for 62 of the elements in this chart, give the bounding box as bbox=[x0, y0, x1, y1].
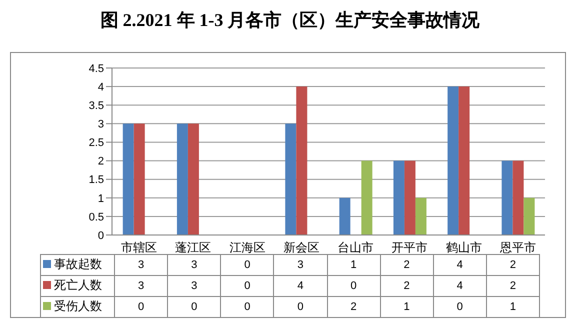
bar bbox=[404, 160, 416, 235]
bar bbox=[458, 86, 470, 235]
bar bbox=[524, 198, 535, 235]
data-label: 0 bbox=[220, 275, 274, 296]
data-label: 0 bbox=[168, 296, 221, 317]
x-tick-label: 鹤山市 bbox=[446, 240, 482, 255]
y-tick-label: 1.5 bbox=[88, 174, 104, 186]
x-tick-label: 新会区 bbox=[283, 240, 320, 255]
data-label: 2 bbox=[380, 254, 434, 275]
data-label: 4 bbox=[433, 254, 486, 275]
y-tick-label: 0.5 bbox=[88, 211, 104, 224]
data-label: 2 bbox=[486, 275, 540, 296]
bar bbox=[415, 198, 426, 235]
bar bbox=[361, 160, 372, 235]
data-label: 3 bbox=[114, 275, 168, 296]
data-label: 4 bbox=[433, 275, 486, 296]
x-tick-label: 恩平市 bbox=[498, 240, 536, 255]
data-label: 3 bbox=[274, 254, 327, 275]
y-tick-label: 0 bbox=[98, 230, 104, 242]
data-label: 1 bbox=[327, 254, 380, 275]
x-tick-label: 江海区 bbox=[229, 240, 266, 255]
x-tick-label: 蓬江区 bbox=[175, 240, 212, 255]
bar bbox=[339, 198, 350, 235]
data-label: 2 bbox=[380, 275, 434, 296]
y-tick-label: 3.5 bbox=[88, 100, 104, 112]
bar bbox=[176, 124, 188, 235]
y-tick-label: 4 bbox=[98, 81, 104, 94]
data-label: 0 bbox=[220, 254, 274, 275]
bar bbox=[285, 124, 296, 235]
bar bbox=[393, 160, 404, 235]
data-label: 1 bbox=[380, 296, 434, 317]
data-label: 2 bbox=[486, 254, 540, 275]
bar bbox=[134, 124, 145, 235]
data-label: 1 bbox=[486, 296, 540, 317]
x-tick-label: 台山市 bbox=[338, 240, 374, 255]
data-label: 4 bbox=[274, 275, 327, 296]
bar bbox=[448, 86, 459, 235]
data-label: 0 bbox=[327, 275, 380, 296]
data-label: 3 bbox=[114, 254, 168, 275]
y-tick-label: 1 bbox=[98, 192, 104, 205]
data-label: 0 bbox=[220, 296, 274, 317]
bar bbox=[122, 124, 134, 235]
legend-label: 事故起数 bbox=[54, 257, 102, 271]
y-tick-label: 3 bbox=[98, 118, 104, 131]
bar bbox=[188, 124, 199, 235]
legend-label: 受伤人数 bbox=[54, 299, 102, 313]
legend-label: 死亡人数 bbox=[54, 278, 102, 292]
y-tick-label: 2 bbox=[98, 156, 104, 168]
chart-title: 图 2.2021 年 1-3 月各市（区）生产安全事故情况 bbox=[99, 9, 481, 32]
data-label: 3 bbox=[168, 254, 221, 275]
y-tick-label: 2.5 bbox=[88, 137, 104, 150]
data-label: 0 bbox=[274, 296, 327, 317]
y-tick-label: 4.5 bbox=[88, 62, 104, 75]
data-label: 0 bbox=[114, 296, 168, 317]
bar bbox=[512, 160, 524, 235]
bar bbox=[502, 160, 513, 235]
x-tick-label: 开平市 bbox=[392, 240, 428, 255]
bar bbox=[296, 86, 308, 235]
x-tick-label: 市辖区 bbox=[121, 240, 158, 255]
data-label: 3 bbox=[168, 275, 221, 296]
data-label: 2 bbox=[327, 296, 380, 317]
data-label: 0 bbox=[433, 296, 486, 317]
